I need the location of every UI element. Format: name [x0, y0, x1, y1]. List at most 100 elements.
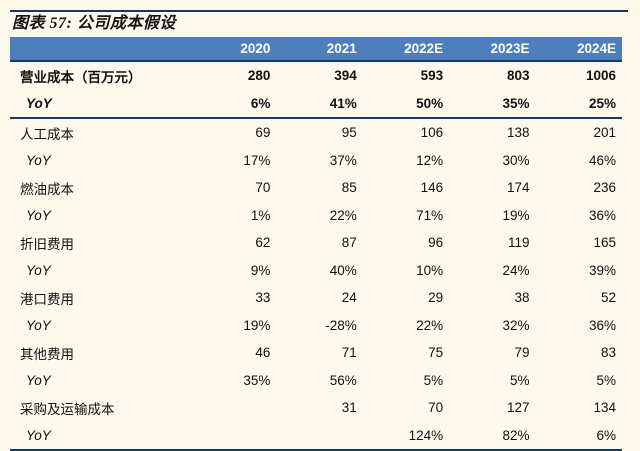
cell-value: 1%	[250, 207, 271, 223]
cell-value: 41%	[276, 89, 363, 119]
row-label: YoY	[26, 207, 51, 223]
cell-value: 75	[428, 345, 444, 361]
yoy-row: YoY 17% 37% 12% 30% 46%	[10, 147, 622, 175]
cell-value: 803	[507, 68, 530, 84]
cell-value: 50%	[362, 89, 450, 119]
column-header-2023e: 2023E	[449, 37, 536, 62]
cell-value: 134	[593, 400, 616, 416]
cell-value: 29	[428, 290, 444, 306]
cost-item-row: 采购及运输成本 31 70 127 134	[10, 394, 622, 422]
cell-value: 106	[420, 125, 444, 141]
cell-value: 9%	[250, 262, 271, 278]
cell-value: 35%	[243, 372, 271, 388]
cell-value: 36%	[588, 317, 616, 333]
cost-item-row: 营业成本（百万元） 280 394 593 803 1006	[10, 61, 622, 90]
cell-value	[190, 394, 276, 422]
cell-value: 70	[428, 400, 444, 416]
cost-item-row: 折旧费用 62 87 96 119 165	[10, 229, 622, 257]
yoy-row: YoY 6% 41% 50% 35% 25%	[10, 89, 622, 119]
cell-value: 32%	[502, 317, 530, 333]
cell-value: 10%	[416, 262, 444, 278]
cost-item-row: 燃油成本 70 85 146 174 236	[10, 174, 622, 202]
cell-value: 46%	[588, 152, 616, 168]
figure-title: 图表 57: 公司成本假设	[12, 15, 176, 32]
cell-value: 30%	[502, 152, 530, 168]
cell-value: 593	[420, 68, 444, 84]
row-label: YoY	[26, 152, 51, 168]
header-empty-cell	[10, 37, 190, 62]
cell-value: 46	[255, 345, 271, 361]
cell-value: 62	[255, 235, 271, 251]
cell-value: 69	[255, 125, 271, 141]
cell-value: 40%	[329, 262, 357, 278]
cell-value	[276, 422, 362, 451]
cell-value: 12%	[416, 152, 444, 168]
yoy-row: YoY 19% -28% 22% 32% 36%	[10, 312, 622, 340]
cell-value	[190, 422, 276, 451]
row-label: YoY	[26, 372, 51, 388]
row-label: 燃油成本	[20, 181, 74, 197]
cell-value: 5%	[596, 372, 616, 388]
cell-value: 19%	[502, 207, 530, 223]
row-label: YoY	[26, 317, 51, 333]
cell-value: 36%	[588, 207, 616, 223]
cell-value: 124%	[408, 427, 444, 443]
header-row: 2020 2021 2022E 2023E 2024E	[10, 37, 622, 62]
cell-value: 394	[334, 68, 357, 84]
cell-value: 201	[593, 125, 616, 141]
cell-value: 6%	[190, 89, 277, 119]
cell-value: 82%	[502, 427, 530, 443]
cell-value: 138	[507, 125, 530, 141]
column-header-2024e: 2024E	[535, 37, 622, 62]
row-label: 营业成本（百万元）	[20, 69, 142, 85]
cell-value: 119	[508, 235, 530, 251]
cell-value: 70	[255, 180, 271, 196]
cell-value: 56%	[329, 372, 357, 388]
yoy-row: YoY 9% 40% 10% 24% 39%	[10, 257, 622, 285]
cell-value: 17%	[243, 152, 271, 168]
cell-value: 146	[420, 180, 444, 196]
cell-value: 127	[507, 400, 530, 416]
cell-value: 87	[341, 235, 357, 251]
cell-value: 22%	[329, 207, 357, 223]
cell-value: 85	[341, 180, 357, 196]
cell-value: 236	[593, 180, 616, 196]
cost-item-row: 其他费用 46 71 75 79 83	[10, 339, 622, 367]
cell-value: 31	[341, 400, 357, 416]
column-header-2022e: 2022E	[362, 37, 450, 62]
cell-value: 280	[247, 68, 271, 84]
row-label: YoY	[26, 262, 51, 278]
cell-value: 83	[600, 345, 616, 361]
cell-value: 22%	[416, 317, 444, 333]
cell-value: 38	[514, 290, 530, 306]
cell-value: 39%	[588, 262, 616, 278]
cell-value: 174	[507, 180, 530, 196]
top-divider-line	[10, 10, 628, 12]
cell-value: 24%	[502, 262, 530, 278]
cost-item-row: 港口费用 33 24 29 38 52	[10, 284, 622, 312]
row-label: 采购及运输成本	[20, 401, 115, 417]
cell-value: 95	[341, 125, 357, 141]
cell-value: 5%	[423, 372, 444, 388]
row-label: YoY	[26, 427, 51, 443]
row-label: 人工成本	[20, 126, 74, 142]
cell-value: 6%	[596, 427, 616, 443]
cell-value: 1006	[585, 68, 616, 84]
cell-value: 79	[514, 345, 530, 361]
cost-item-row: 人工成本 69 95 106 138 201	[10, 118, 622, 147]
yoy-row: YoY 35% 56% 5% 5% 5%	[10, 367, 622, 395]
cell-value: 96	[428, 235, 444, 251]
column-header-2020: 2020	[190, 37, 277, 62]
yoy-row: YoY 1% 22% 71% 19% 36%	[10, 202, 622, 230]
cell-value: 19%	[243, 317, 271, 333]
yoy-row: YoY 124% 82% 6%	[10, 422, 622, 451]
row-label: 港口费用	[20, 291, 74, 307]
row-label: 其他费用	[20, 346, 74, 362]
cell-value: 25%	[535, 89, 622, 119]
cell-value: 71%	[416, 207, 444, 223]
cell-value: 37%	[329, 152, 357, 168]
cost-assumptions-table: 2020 2021 2022E 2023E 2024E 营业成本（百万元） 280…	[10, 37, 622, 451]
cell-value: 35%	[449, 89, 536, 119]
cell-value: 5%	[510, 372, 530, 388]
